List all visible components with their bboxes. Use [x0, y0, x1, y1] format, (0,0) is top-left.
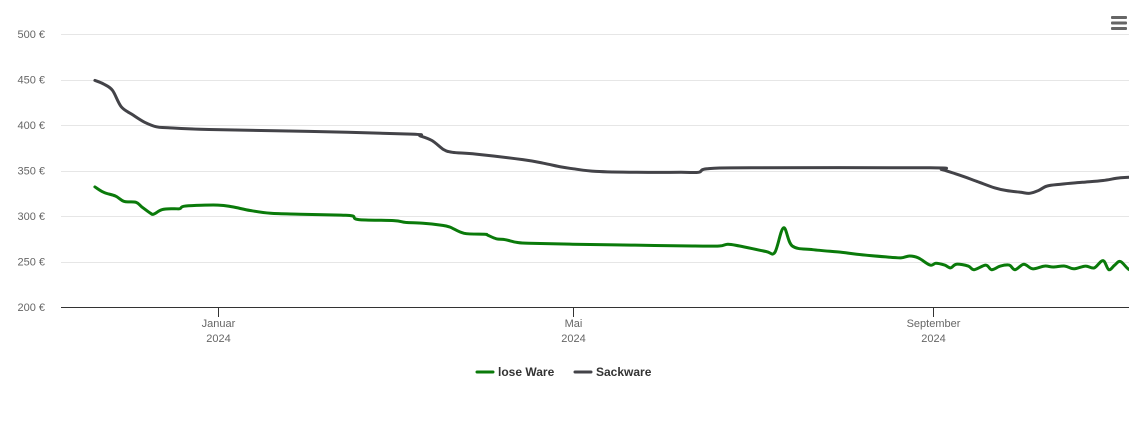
y-tick-label: 350 € [17, 166, 45, 178]
legend-label: lose Ware [498, 365, 555, 379]
legend[interactable]: lose Ware Sackware [475, 365, 652, 379]
y-tick-label: 250 € [17, 257, 45, 269]
series-lines [93, 78, 1140, 272]
series-line-sackware[interactable] [93, 78, 1140, 195]
y-tick-label: 200 € [17, 302, 45, 314]
x-tick-sublabel: 2024 [921, 333, 945, 345]
y-tick-label: 450 € [17, 75, 45, 87]
y-tick-label: 500 € [17, 29, 45, 41]
x-axis: Januar 2024 Mai 2024 September 2024 [61, 307, 1129, 345]
x-tick-label: September [907, 318, 961, 330]
y-tick-label: 400 € [17, 120, 45, 132]
hamburger-menu-icon [1111, 16, 1127, 30]
grid-lines [61, 34, 1129, 263]
x-tick-sublabel: 2024 [561, 333, 585, 345]
series-line-lose-ware[interactable] [93, 185, 1140, 272]
chart-menu-button[interactable] [1110, 14, 1128, 32]
legend-item-sackware[interactable]: Sackware [573, 365, 652, 379]
x-tick-sublabel: 2024 [206, 333, 230, 345]
x-tick-label: Januar [202, 318, 236, 330]
y-tick-label: 300 € [17, 211, 45, 223]
legend-item-lose-ware[interactable]: lose Ware [475, 365, 555, 379]
legend-label: Sackware [596, 365, 652, 379]
x-tick-label: Mai [565, 318, 583, 330]
y-axis: 500 € 450 € 400 € 350 € 300 € 250 € 200 € [17, 29, 45, 314]
